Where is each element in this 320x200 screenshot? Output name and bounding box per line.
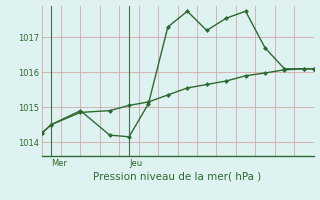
X-axis label: Pression niveau de la mer( hPa ): Pression niveau de la mer( hPa ) <box>93 172 262 182</box>
